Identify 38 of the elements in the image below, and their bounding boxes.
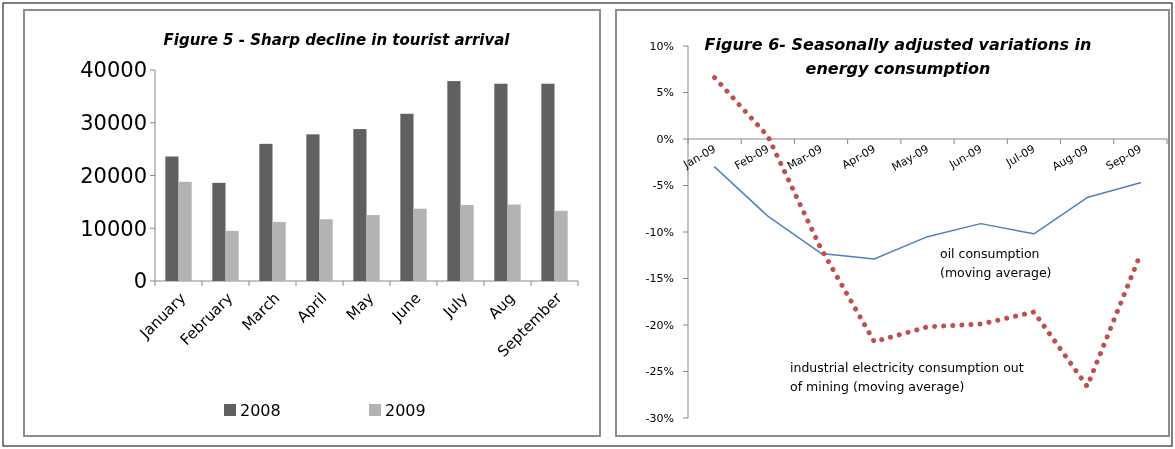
text: industrial electricity consumption out of mining (moving average) <box>790 360 1024 394</box>
bar <box>319 219 333 281</box>
bar <box>306 134 320 281</box>
bar <box>494 83 508 281</box>
y-tick-label: 10% <box>649 39 674 53</box>
series-label: oil consumption (moving average) <box>940 246 1052 280</box>
y-tick-label: -20% <box>645 318 674 332</box>
y-tick-label: -5% <box>652 179 674 193</box>
y-tick-label: 10000 <box>80 216 147 241</box>
y-tick-label: -30% <box>645 411 674 425</box>
chart-title: Figure 5 - Sharp decline in tourist arrival <box>163 31 511 49</box>
legend-label: 2008 <box>240 400 281 420</box>
bar <box>212 182 226 281</box>
chart-title: Figure 6- Seasonally adjusted variations in energy consumption <box>704 35 1092 78</box>
bar <box>460 205 474 281</box>
bar <box>366 215 380 281</box>
bar <box>165 156 179 281</box>
bar <box>178 181 192 281</box>
y-tick-label: 30000 <box>80 111 147 136</box>
y-tick-label: -25% <box>645 365 674 379</box>
y-tick-label: 5% <box>656 86 674 100</box>
y-tick-label: 20000 <box>80 163 147 188</box>
y-tick-label: -10% <box>645 225 674 239</box>
bar <box>259 143 273 281</box>
legend-label: 2009 <box>385 400 426 420</box>
y-tick-label: -15% <box>645 272 674 286</box>
bar <box>413 208 427 281</box>
bar <box>353 129 367 281</box>
bar <box>225 230 239 281</box>
bar <box>400 113 414 281</box>
y-tick-label: 40000 <box>80 58 147 83</box>
y-tick-label: 0% <box>656 132 674 146</box>
bar <box>272 221 286 281</box>
bar <box>554 210 568 281</box>
y-tick-label: 0 <box>133 269 147 294</box>
bar <box>541 83 555 281</box>
bar <box>447 81 461 281</box>
bar <box>507 204 521 281</box>
